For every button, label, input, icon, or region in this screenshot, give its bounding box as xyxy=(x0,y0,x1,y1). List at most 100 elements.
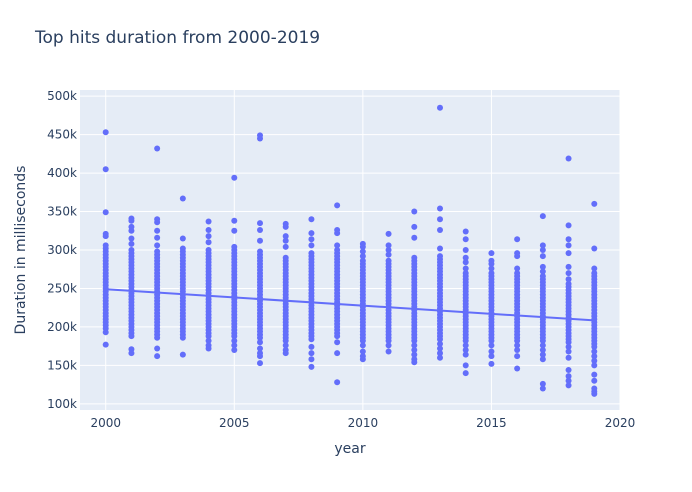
y-tick-label: 100k xyxy=(47,397,77,411)
data-point xyxy=(154,234,161,241)
data-point xyxy=(591,265,598,272)
data-point xyxy=(462,247,469,253)
data-point xyxy=(257,227,263,233)
data-point xyxy=(488,342,495,349)
data-point xyxy=(488,360,495,367)
data-point xyxy=(308,336,315,343)
data-point xyxy=(359,348,366,355)
data-point xyxy=(308,216,315,223)
data-point xyxy=(565,236,572,243)
data-point xyxy=(385,348,392,355)
data-point xyxy=(128,227,135,234)
data-point xyxy=(282,233,289,240)
data-point xyxy=(154,145,161,152)
data-point xyxy=(411,342,418,349)
y-tick-label: 250k xyxy=(47,281,77,295)
data-point xyxy=(565,222,572,229)
chart-title: Top hits duration from 2000-2019 xyxy=(34,28,320,48)
data-point xyxy=(282,342,289,349)
y-tick-label: 300k xyxy=(47,243,77,257)
data-point xyxy=(231,342,238,349)
x-tick-labels: 2000 2005 2010 2015 2020 xyxy=(90,416,635,430)
data-point xyxy=(411,347,418,353)
y-tick-label: 450k xyxy=(47,128,77,142)
data-points xyxy=(102,104,598,397)
x-axis-label: year xyxy=(334,441,365,457)
data-point xyxy=(565,348,572,355)
data-point xyxy=(334,333,341,340)
data-point xyxy=(411,208,418,215)
data-point xyxy=(565,155,572,162)
data-point xyxy=(462,347,469,353)
x-tick-label: 2005 xyxy=(219,416,250,430)
data-point xyxy=(514,337,521,344)
data-point xyxy=(411,223,418,230)
data-point xyxy=(179,195,186,202)
data-point xyxy=(154,345,161,352)
data-point xyxy=(128,217,135,224)
data-point xyxy=(102,341,109,348)
data-point xyxy=(179,235,186,242)
data-point xyxy=(179,351,186,358)
data-point xyxy=(334,350,341,357)
data-point xyxy=(488,250,495,257)
data-point xyxy=(282,243,289,250)
data-point xyxy=(359,243,366,250)
data-point xyxy=(539,342,546,349)
data-point xyxy=(154,353,161,360)
data-point xyxy=(334,379,341,386)
data-point xyxy=(359,253,366,260)
data-point xyxy=(102,233,109,240)
data-point xyxy=(385,251,392,258)
data-point xyxy=(462,370,469,377)
data-point xyxy=(411,359,418,366)
data-point xyxy=(179,334,186,341)
data-point xyxy=(539,380,546,387)
data-point xyxy=(308,236,315,243)
data-point xyxy=(591,200,598,207)
data-point xyxy=(565,343,572,350)
data-point xyxy=(154,334,161,341)
data-point xyxy=(128,350,135,357)
data-point xyxy=(539,242,546,249)
data-point xyxy=(102,209,109,216)
x-tick-label: 2020 xyxy=(605,416,636,430)
data-point xyxy=(539,253,546,260)
data-point xyxy=(282,337,289,344)
data-point xyxy=(462,254,469,261)
data-point xyxy=(385,230,392,237)
trendline xyxy=(105,288,595,322)
data-point xyxy=(308,356,315,363)
data-point xyxy=(591,357,598,364)
data-point xyxy=(565,373,572,380)
data-point xyxy=(462,337,469,344)
data-point xyxy=(514,236,521,243)
data-point xyxy=(565,339,572,346)
data-point xyxy=(205,218,212,225)
data-point xyxy=(539,337,546,344)
data-point xyxy=(565,263,572,270)
data-point xyxy=(539,213,546,220)
data-point xyxy=(462,236,469,243)
data-point xyxy=(488,348,495,355)
data-point xyxy=(437,245,443,252)
data-point xyxy=(102,129,109,136)
x-tick-label: 2015 xyxy=(476,416,507,430)
data-point xyxy=(539,351,546,358)
data-point xyxy=(514,253,521,260)
data-point xyxy=(257,339,263,346)
data-point xyxy=(308,230,315,237)
data-point xyxy=(488,337,495,344)
data-point xyxy=(257,334,263,341)
data-point xyxy=(591,245,598,252)
data-point xyxy=(437,354,443,361)
data-point xyxy=(385,337,392,344)
data-point xyxy=(308,350,315,357)
data-point xyxy=(591,362,598,369)
data-point xyxy=(308,343,315,350)
y-tick-label: 150k xyxy=(47,358,77,372)
data-point xyxy=(514,342,521,349)
data-point xyxy=(539,268,546,275)
data-point xyxy=(411,234,418,241)
data-point xyxy=(591,371,598,378)
